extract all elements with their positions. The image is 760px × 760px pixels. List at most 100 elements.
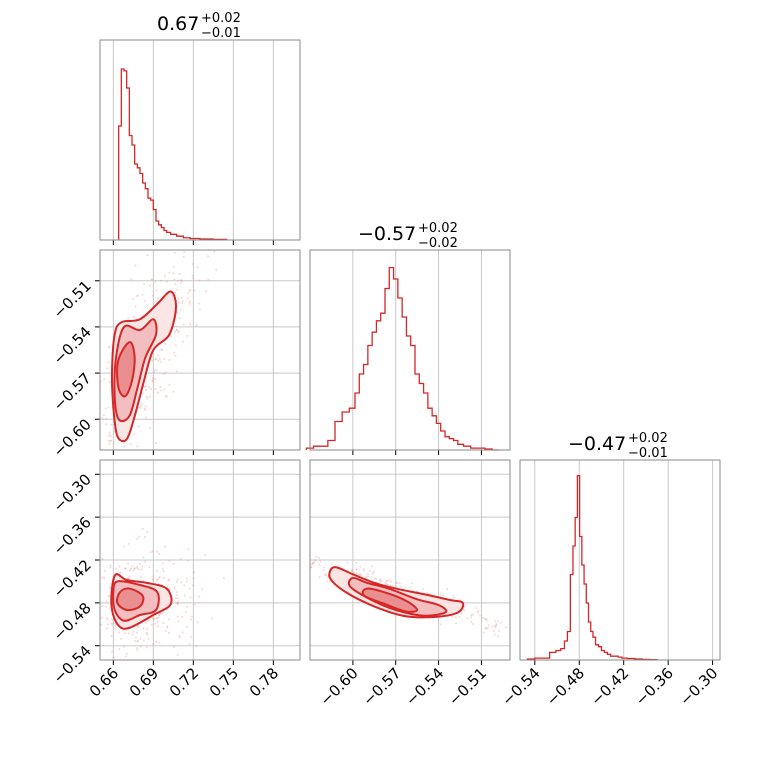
- p20-point: [191, 584, 194, 587]
- p20-point: [93, 595, 95, 597]
- p10-point: [164, 342, 167, 345]
- p20-point: [127, 577, 130, 580]
- p11-hist-step: [305, 266, 500, 451]
- p10-point: [164, 371, 167, 374]
- p20-point: [140, 576, 143, 579]
- p21-point: [497, 620, 500, 623]
- p10-point: [179, 282, 182, 285]
- p21-point: [504, 626, 507, 629]
- p20-point: [141, 565, 144, 568]
- p21-point: [329, 580, 332, 583]
- title-p11-main: −0.57: [358, 223, 416, 245]
- p20-point: [157, 616, 160, 619]
- p20-point: [176, 601, 179, 604]
- p10-point: [156, 354, 159, 357]
- p21-point: [357, 573, 360, 576]
- p10-point: [208, 231, 210, 233]
- p20-point: [83, 592, 85, 594]
- p21-point: [313, 561, 316, 564]
- p21-point: [483, 617, 486, 620]
- p10-point: [108, 442, 111, 445]
- p20-point: [110, 622, 113, 625]
- p20-grid: [95, 460, 300, 665]
- p21-point: [230, 537, 232, 539]
- p21-point: [455, 622, 458, 625]
- p10-point: [172, 272, 175, 275]
- p20-point: [164, 630, 167, 633]
- p20-xtick-label: 0.78: [246, 664, 282, 700]
- p22-hist-step: [526, 475, 658, 661]
- p20-point: [162, 567, 165, 570]
- p20-contour-line-2: [112, 580, 160, 622]
- p20-point: [157, 613, 160, 616]
- p20-point: [141, 527, 144, 530]
- p10-point: [108, 380, 111, 383]
- p21-point: [463, 609, 466, 612]
- p10-point: [141, 293, 144, 296]
- title-p00-sup: +0.02: [201, 11, 241, 26]
- p21-point: [380, 580, 383, 583]
- p20-point: [155, 617, 158, 620]
- p10-point: [160, 389, 163, 392]
- p21-point: [541, 633, 543, 635]
- p20-point: [124, 567, 127, 570]
- p10-point: [145, 396, 148, 399]
- p10-point: [101, 496, 103, 498]
- p21-frame: [309, 459, 511, 661]
- p20-point: [176, 603, 179, 606]
- p20-point: [161, 670, 163, 672]
- p21-point: [495, 623, 498, 626]
- p20-point: [188, 642, 191, 645]
- p20-point: [200, 588, 203, 591]
- p20-point: [118, 565, 121, 568]
- p20-point: [101, 576, 104, 579]
- p20-point: [152, 575, 155, 578]
- p20-ytick-label: −0.48: [50, 599, 95, 644]
- p10-point: [136, 294, 139, 297]
- p10-point: [159, 386, 162, 389]
- p21-point: [362, 568, 365, 571]
- p20-point: [185, 577, 188, 580]
- p20-point: [186, 626, 189, 629]
- p21-point: [495, 624, 498, 627]
- p10-point: [154, 442, 157, 445]
- p20-point: [142, 627, 145, 630]
- p21-point: [319, 560, 322, 563]
- p21-point: [305, 564, 307, 566]
- p20-point: [138, 562, 141, 565]
- p21-point: [372, 571, 375, 574]
- p10-point: [164, 274, 167, 277]
- p10-point: [168, 384, 171, 387]
- p21-point: [310, 566, 313, 569]
- p21-point: [446, 588, 449, 591]
- p10-point: [183, 251, 186, 254]
- p10-point: [177, 297, 180, 300]
- p20-point: [152, 579, 155, 582]
- p21-point: [374, 577, 377, 580]
- p10-point: [195, 324, 198, 327]
- p21-point: [391, 584, 394, 587]
- p10-point: [122, 521, 124, 523]
- p21-point: [494, 625, 497, 628]
- p21-point: [482, 631, 485, 634]
- p10-contour-line-3: [110, 290, 178, 443]
- p21-point: [318, 563, 321, 566]
- p20-point: [169, 588, 172, 591]
- p21-point: [409, 586, 412, 589]
- p10-point: [143, 385, 146, 388]
- p21-point: [442, 594, 445, 597]
- p20-point: [162, 622, 165, 625]
- p20-point: [137, 568, 140, 571]
- p20-point: [128, 575, 131, 578]
- p20-point: [140, 568, 143, 571]
- p21-point: [500, 621, 503, 624]
- p20-contour-line-3: [110, 573, 173, 630]
- p10-point: [109, 453, 111, 455]
- p20-point: [115, 567, 118, 570]
- title-p22-main: −0.47: [568, 433, 626, 455]
- p10-point: [141, 402, 144, 405]
- p20-point: [176, 578, 179, 581]
- p11-grid: [352, 250, 482, 455]
- p21-point: [366, 572, 369, 575]
- p21-contour-fill-1: [362, 588, 418, 612]
